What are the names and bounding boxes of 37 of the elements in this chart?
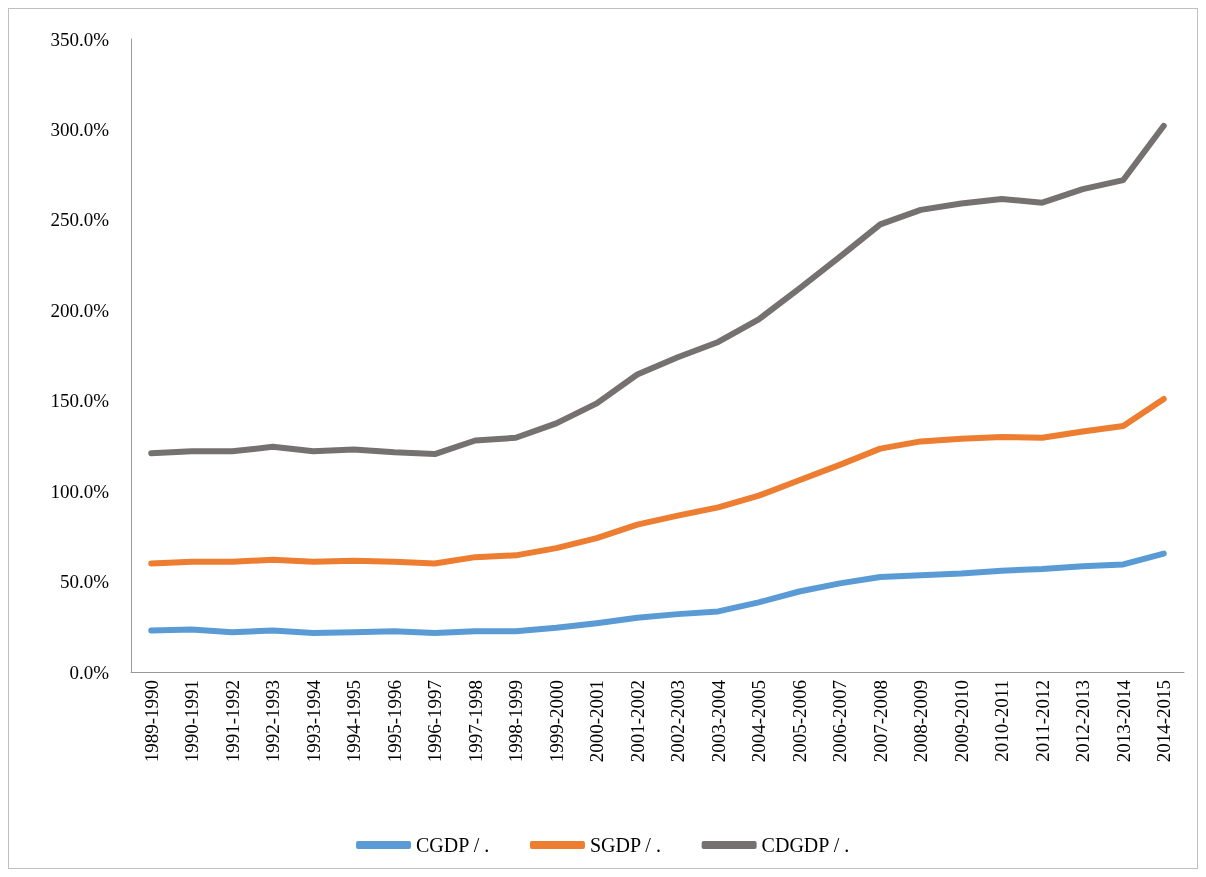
x-tick-label: 2010-2011 [991, 680, 1013, 762]
x-tick-label: 2001-2002 [626, 680, 648, 763]
x-tick-label: 2003-2004 [707, 679, 729, 763]
x-tick-label: 2011-2012 [1031, 680, 1053, 762]
legend-label: CDGDP / . [761, 834, 850, 856]
x-tick-label: 1994-1995 [343, 680, 365, 763]
x-tick-label: 2012-2013 [1072, 680, 1094, 763]
x-tick-label: 1997-1998 [464, 680, 486, 763]
y-tick-label: 0.0% [69, 661, 110, 683]
legend-label: SGDP / . [589, 834, 661, 856]
x-tick-label: 1990-1991 [181, 680, 203, 763]
x-tick-label: 1995-1996 [383, 680, 405, 763]
x-tick-label: 2014-2015 [1153, 680, 1175, 763]
x-tick-label: 1999-2000 [545, 680, 567, 763]
legend-label: CGDP / . [416, 834, 490, 856]
x-tick-label: 2006-2007 [829, 680, 851, 763]
x-tick-label: 1991-1992 [221, 680, 243, 763]
x-tick-label: 1993-1994 [302, 679, 324, 763]
x-tick-label: 2004-2005 [748, 680, 770, 763]
x-tick-label: 2002-2003 [667, 680, 689, 763]
x-tick-label: 2005-2006 [788, 680, 810, 763]
x-tick-label: 2000-2001 [586, 680, 608, 763]
y-tick-label: 200.0% [50, 299, 110, 321]
x-tick-label: 1998-1999 [505, 680, 527, 763]
x-tick-label: 2009-2010 [950, 680, 972, 763]
x-tick-label: 1989-1990 [140, 680, 162, 763]
x-tick-label: 2007-2008 [869, 680, 891, 763]
x-tick-label: 1996-1997 [424, 680, 446, 763]
y-tick-label: 250.0% [50, 209, 110, 231]
x-tick-label: 1992-1993 [262, 680, 284, 763]
y-tick-label: 100.0% [50, 480, 110, 502]
y-tick-label: 50.0% [59, 571, 110, 593]
y-tick-label: 300.0% [50, 118, 110, 140]
y-tick-label: 150.0% [50, 390, 110, 412]
y-tick-label: 350.0% [50, 28, 110, 50]
x-tick-label: 2008-2009 [910, 680, 932, 763]
x-tick-label: 2013-2014 [1112, 679, 1134, 763]
